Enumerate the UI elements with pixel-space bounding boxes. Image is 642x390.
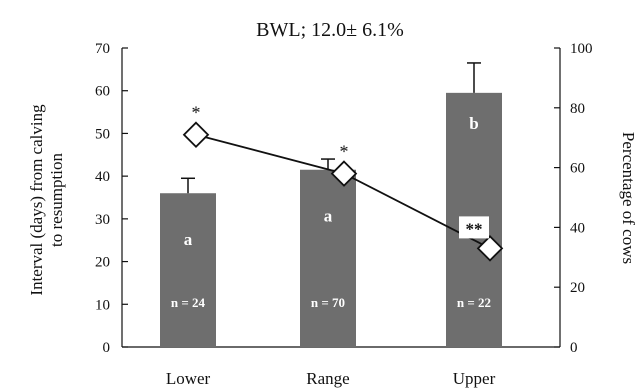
right-tick-label: 60	[570, 161, 585, 177]
significance-marker: *	[340, 142, 349, 162]
bar-group-letter: b	[469, 114, 478, 133]
significance-box	[459, 216, 489, 239]
percentage-point	[330, 160, 358, 187]
left-tick-label: 30	[95, 212, 110, 228]
percentage-point	[476, 235, 504, 262]
right-tick-label: 20	[570, 280, 585, 296]
significance-marker: **	[466, 219, 483, 238]
left-axis-title-line: Interval (days) from calving	[27, 104, 46, 296]
bar-n-label: n = 22	[457, 295, 491, 310]
bar-group-letter: a	[184, 230, 193, 249]
bar	[300, 169, 356, 347]
left-axis-title-line: to resumption	[47, 153, 66, 247]
bar	[160, 193, 216, 347]
axes: 0 10 20 30 40 50 60 70 0 20 40 60 80 100 Lower Range Upp…	[95, 41, 593, 388]
category-label: Lower	[166, 369, 211, 388]
right-tick-label: 80	[570, 101, 585, 117]
bar-group-letter: a	[324, 207, 333, 226]
bar-n-label: n = 70	[311, 295, 345, 310]
percentage-point	[182, 121, 210, 148]
bars: a n = 24 a n = 70 b n = 22	[160, 62, 502, 347]
right-tick-label: 40	[570, 220, 585, 236]
left-axis-title: Interval (days) from calvingto resumptio…	[27, 104, 66, 296]
left-tick-label: 20	[95, 255, 110, 271]
axis-labels: Interval (days) from calvingto resumptio…	[27, 104, 638, 296]
category-label: Range	[306, 369, 349, 388]
left-tick-label: 60	[95, 84, 110, 100]
bar-n-label: n = 24	[171, 295, 206, 310]
right-tick-label: 100	[570, 41, 593, 57]
percentage-line: ****	[182, 103, 504, 262]
chart-title: BWL; 12.0± 6.1%	[256, 19, 404, 41]
left-tick-label: 0	[103, 340, 111, 356]
left-tick-label: 50	[95, 126, 110, 142]
right-tick-label: 0	[570, 340, 578, 356]
significance-marker: *	[192, 103, 201, 123]
left-tick-label: 10	[95, 297, 110, 313]
category-label: Upper	[453, 369, 496, 388]
right-axis-title: Percentage of cows	[619, 132, 638, 264]
left-tick-label: 70	[95, 41, 110, 57]
left-tick-label: 40	[95, 169, 110, 185]
